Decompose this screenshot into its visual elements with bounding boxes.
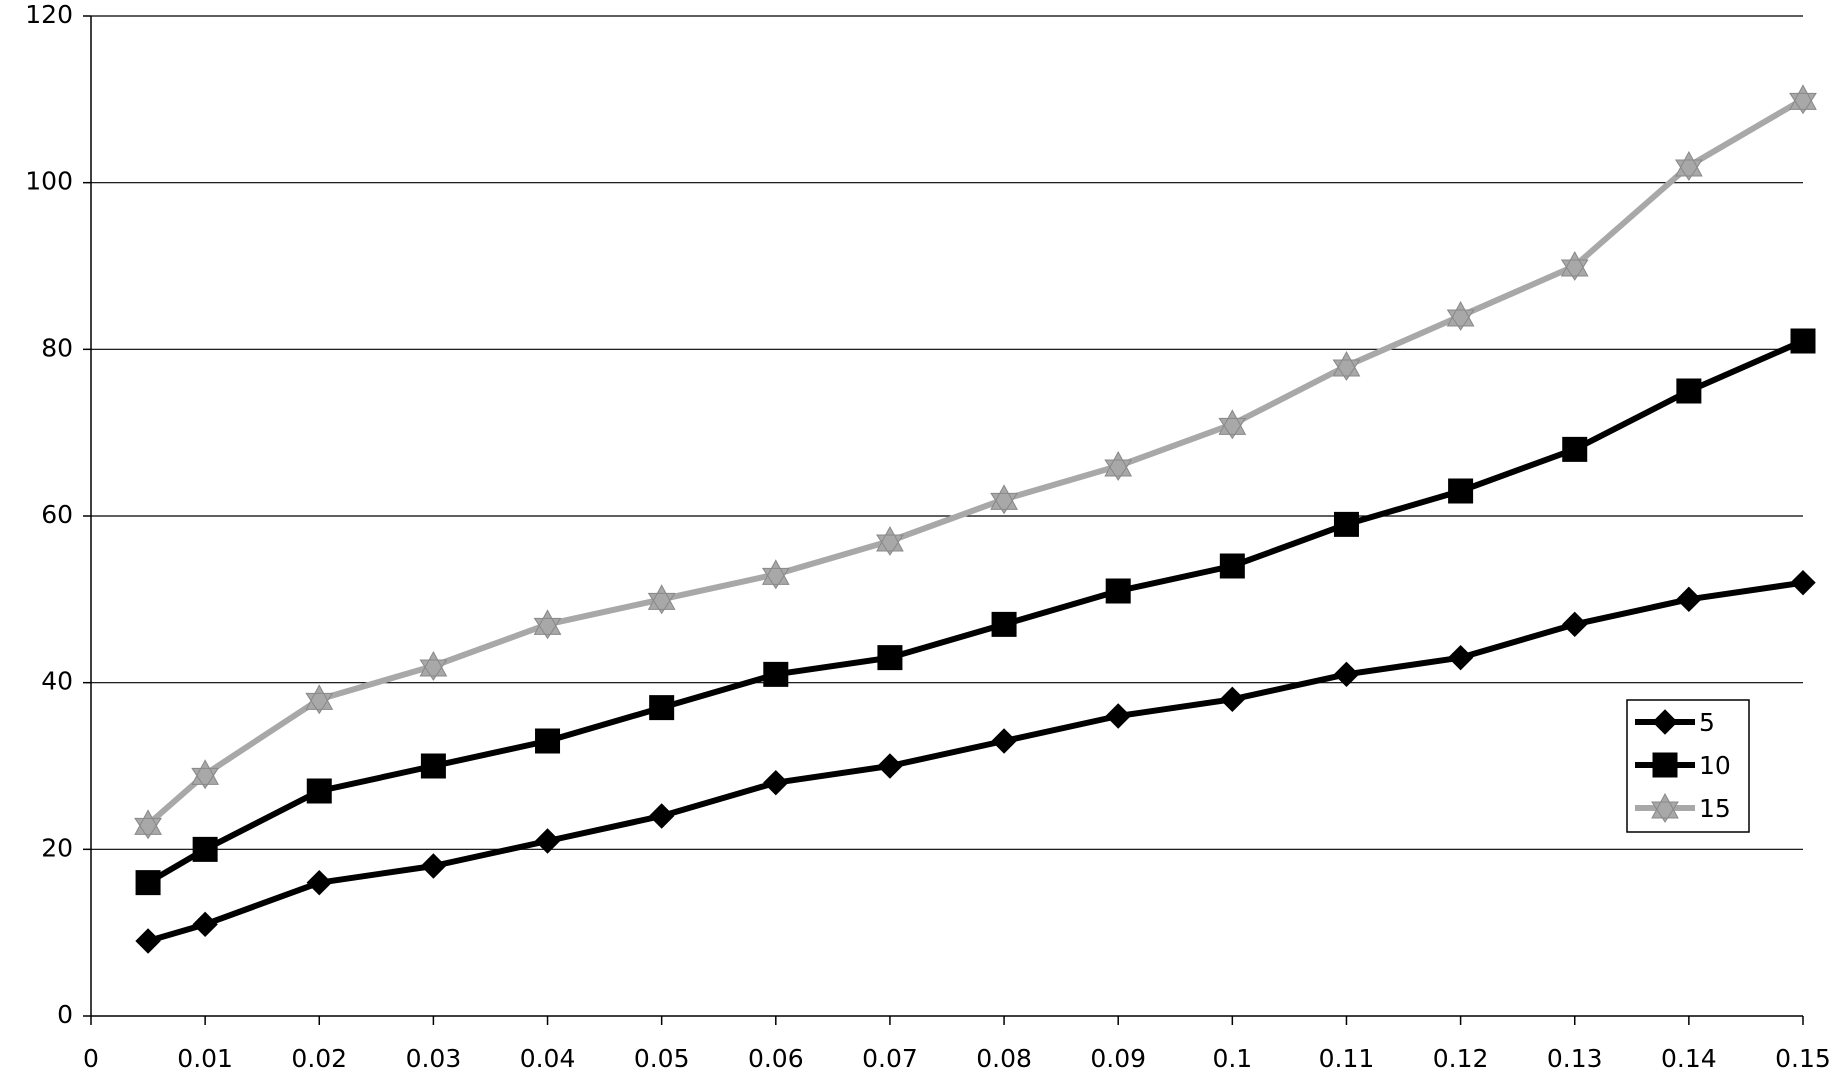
data-point: [763, 661, 789, 687]
data-point: [1219, 686, 1246, 713]
data-point: [1790, 328, 1816, 354]
x-tick-label: 0.06: [748, 1044, 804, 1073]
x-tick-label: 0.1: [1212, 1044, 1252, 1073]
data-point: [1105, 578, 1131, 604]
data-point: [647, 584, 676, 615]
y-tick-label: 20: [41, 833, 73, 862]
data-point: [1333, 511, 1359, 537]
x-tick-label: 0.07: [862, 1044, 918, 1073]
legend-marker: [1651, 792, 1679, 823]
legend-marker: [1652, 709, 1678, 735]
x-tick-label: 0: [83, 1044, 99, 1073]
legend-marker: [1652, 752, 1678, 778]
data-point: [1219, 553, 1245, 579]
data-point: [877, 753, 903, 779]
x-tick-label: 0.14: [1661, 1044, 1717, 1073]
data-point: [1104, 450, 1133, 481]
x-tick-label: 0.01: [177, 1044, 233, 1073]
data-point: [134, 809, 162, 840]
data-point: [1674, 150, 1703, 181]
data-point: [535, 728, 561, 754]
data-point: [135, 870, 161, 896]
data-point: [1447, 644, 1474, 671]
series-line: [146, 338, 1805, 886]
data-point: [420, 753, 446, 779]
data-point: [1333, 661, 1360, 688]
data-point: [534, 828, 561, 854]
data-point: [1448, 478, 1474, 504]
y-tick-label: 40: [41, 667, 73, 696]
legend-label: 5: [1699, 708, 1715, 737]
data-point: [533, 609, 562, 640]
y-tick-label: 80: [41, 333, 73, 362]
data-point: [1676, 586, 1702, 613]
data-point: [1676, 378, 1702, 404]
data-point: [649, 695, 675, 721]
data-point: [990, 484, 1018, 515]
data-point: [1446, 300, 1475, 331]
y-tick-label: 0: [57, 1000, 73, 1029]
data-point: [1105, 703, 1131, 729]
series-line: [146, 96, 1805, 827]
data-point: [1218, 409, 1247, 440]
x-tick-label: 0.05: [634, 1044, 690, 1073]
data-point: [305, 684, 334, 715]
data-point: [192, 836, 218, 862]
data-point: [1790, 569, 1816, 596]
data-point: [191, 759, 220, 790]
data-point: [991, 611, 1017, 637]
data-point: [1560, 250, 1589, 281]
legend-label: 10: [1699, 751, 1731, 780]
data-point: [1789, 84, 1817, 115]
series-line: [147, 579, 1804, 944]
data-point: [420, 853, 447, 879]
data-point: [877, 645, 903, 671]
x-tick-label: 0.11: [1319, 1044, 1375, 1073]
y-tick-label: 100: [25, 167, 73, 196]
data-point: [306, 869, 332, 896]
x-tick-label: 0.13: [1547, 1044, 1603, 1073]
x-tick-label: 0.08: [976, 1044, 1032, 1073]
data-point: [306, 778, 332, 804]
y-tick-label: 120: [25, 0, 73, 29]
data-point: [135, 928, 161, 954]
data-point: [1562, 611, 1588, 638]
x-tick-label: 0.15: [1775, 1044, 1831, 1073]
x-tick-label: 0.12: [1433, 1044, 1489, 1073]
data-point: [419, 650, 448, 681]
data-point: [876, 525, 904, 556]
data-point: [761, 559, 790, 590]
x-tick-label: 0.04: [520, 1044, 576, 1073]
data-point: [648, 803, 675, 829]
data-point: [1562, 436, 1588, 462]
x-tick-label: 0.02: [291, 1044, 347, 1073]
data-point: [192, 911, 218, 938]
x-tick-label: 0.03: [406, 1044, 462, 1073]
data-point: [991, 728, 1017, 754]
data-point: [1332, 350, 1361, 381]
legend-label: 15: [1699, 794, 1731, 823]
x-tick-label: 0.09: [1090, 1044, 1146, 1073]
y-tick-label: 60: [41, 500, 73, 529]
data-point: [763, 769, 789, 796]
